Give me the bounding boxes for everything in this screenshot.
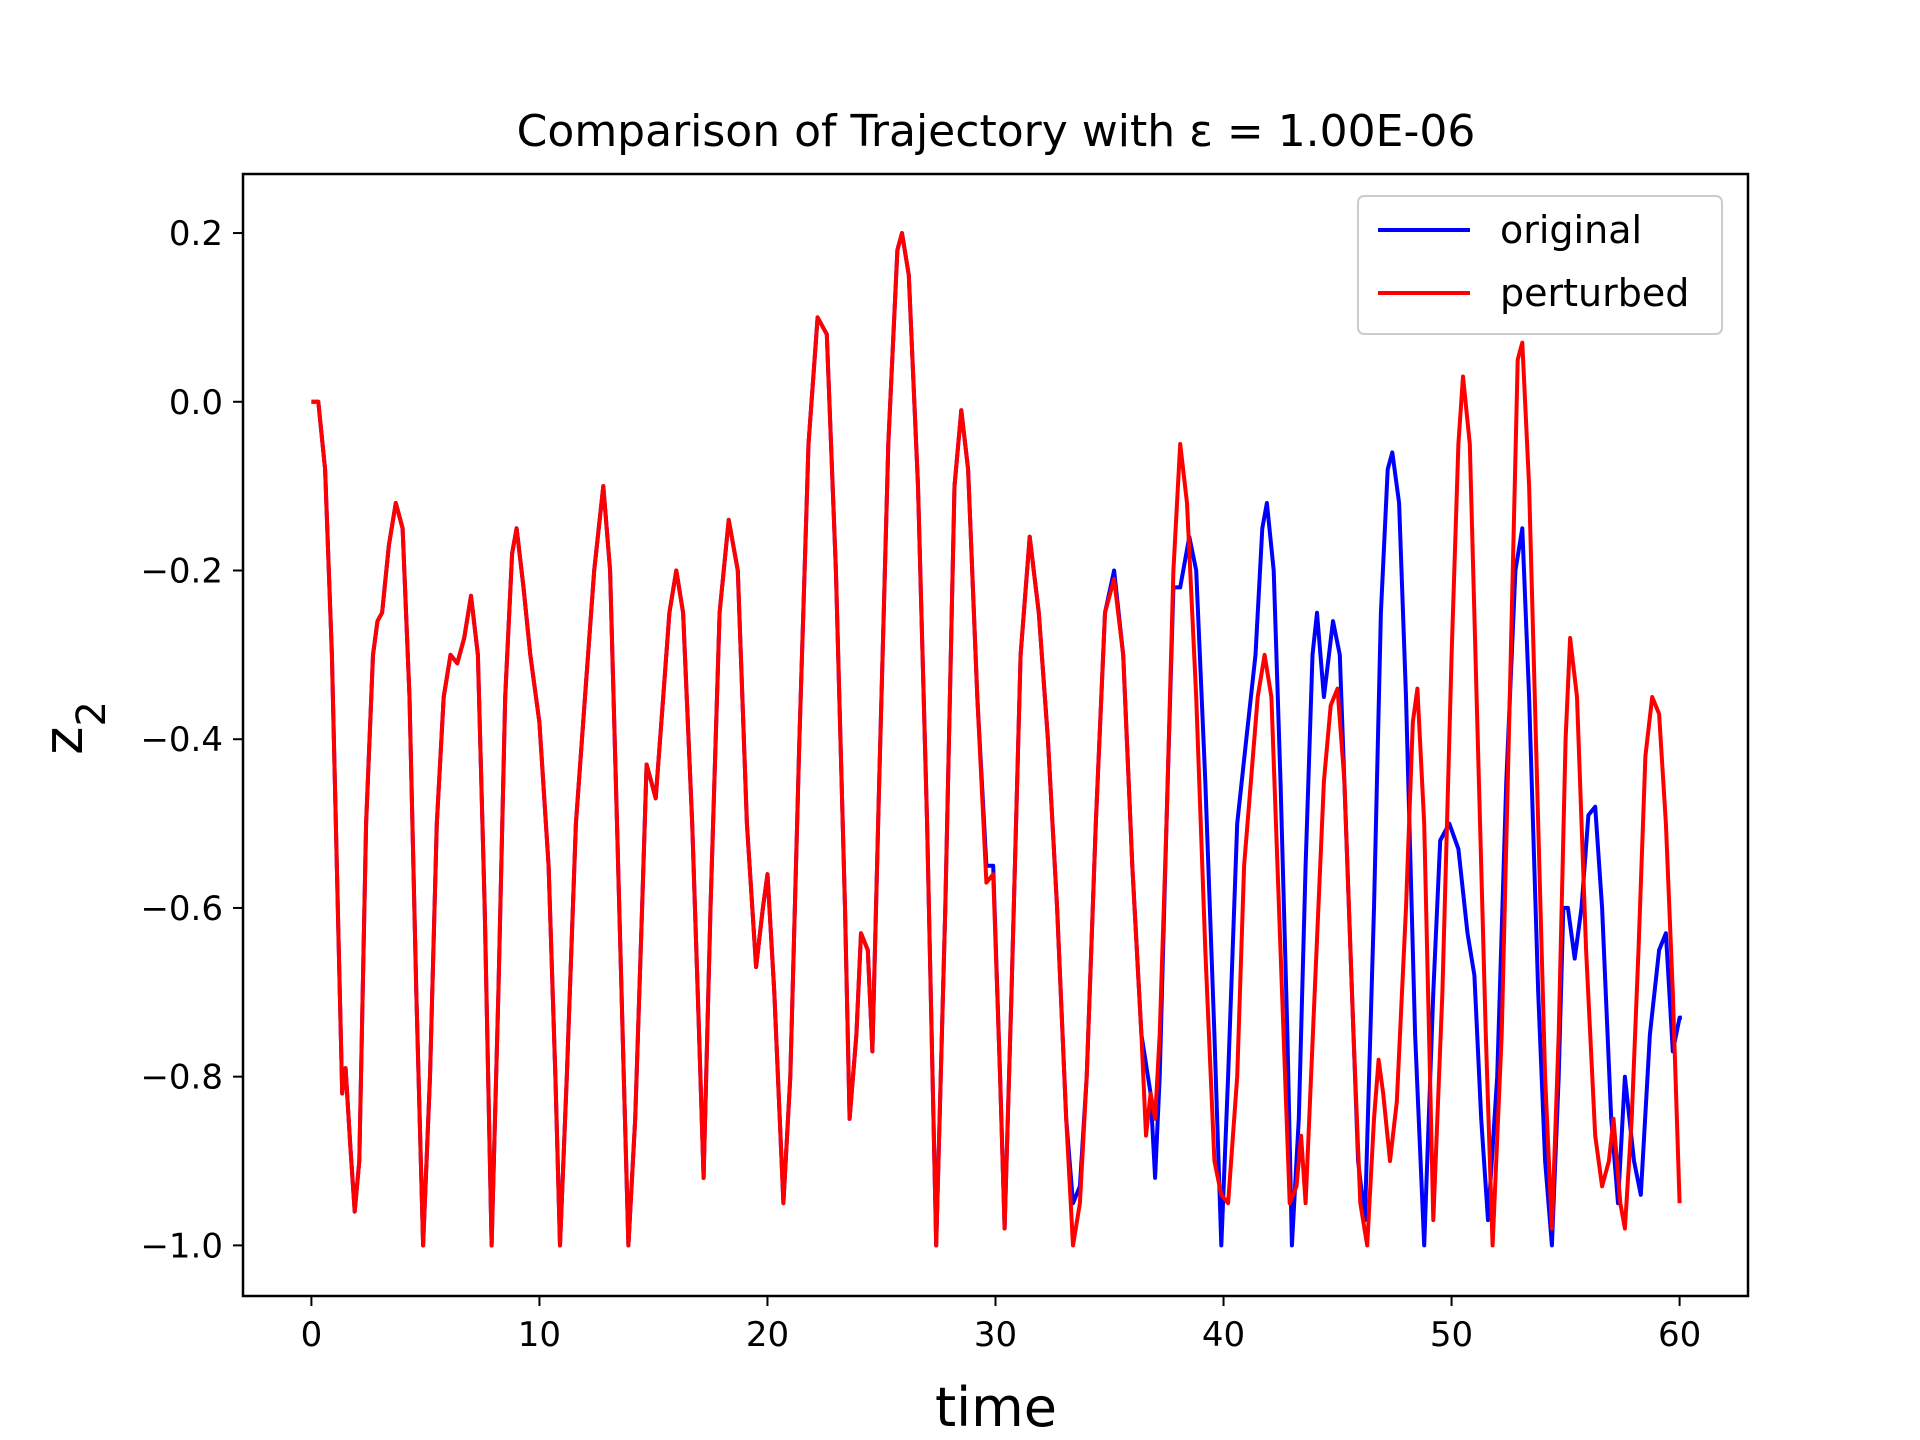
y-axis-label-main: z [32, 727, 95, 755]
x-tick-label: 60 [1658, 1315, 1701, 1355]
y-tick-label: −1.0 [140, 1226, 223, 1266]
y-axis-label: z2 [32, 701, 115, 755]
svg-text:z2: z2 [32, 701, 115, 755]
y-axis-label-sub: 2 [69, 701, 115, 726]
y-tick-label: −0.6 [140, 889, 223, 929]
legend-label-original: original [1500, 208, 1642, 252]
y-tick-label: −0.2 [140, 551, 223, 591]
legend-label-perturbed: perturbed [1500, 271, 1689, 315]
x-axis-label: time [935, 1376, 1057, 1439]
series-layer [311, 231, 1682, 1248]
y-axis-ticks: 0.2 0.0 −0.2 −0.4 −0.6 −0.8 −1.0 [140, 214, 243, 1266]
x-tick-label: 20 [746, 1315, 789, 1355]
y-tick-label: 0.2 [169, 214, 223, 254]
legend: original perturbed [1357, 195, 1723, 335]
x-axis-ticks: 0 10 20 30 40 50 60 [301, 1296, 1701, 1355]
series-line-perturbed [311, 231, 1682, 1248]
x-tick-label: 40 [1202, 1315, 1245, 1355]
x-tick-label: 10 [518, 1315, 561, 1355]
x-tick-label: 0 [301, 1315, 323, 1355]
y-tick-label: −0.4 [140, 720, 223, 760]
x-tick-label: 50 [1430, 1315, 1473, 1355]
x-tick-label: 30 [974, 1315, 1017, 1355]
y-tick-label: 0.0 [169, 383, 223, 423]
chart-title: Comparison of Trajectory with ε = 1.00E-… [517, 106, 1476, 157]
y-tick-label: −0.8 [140, 1058, 223, 1098]
